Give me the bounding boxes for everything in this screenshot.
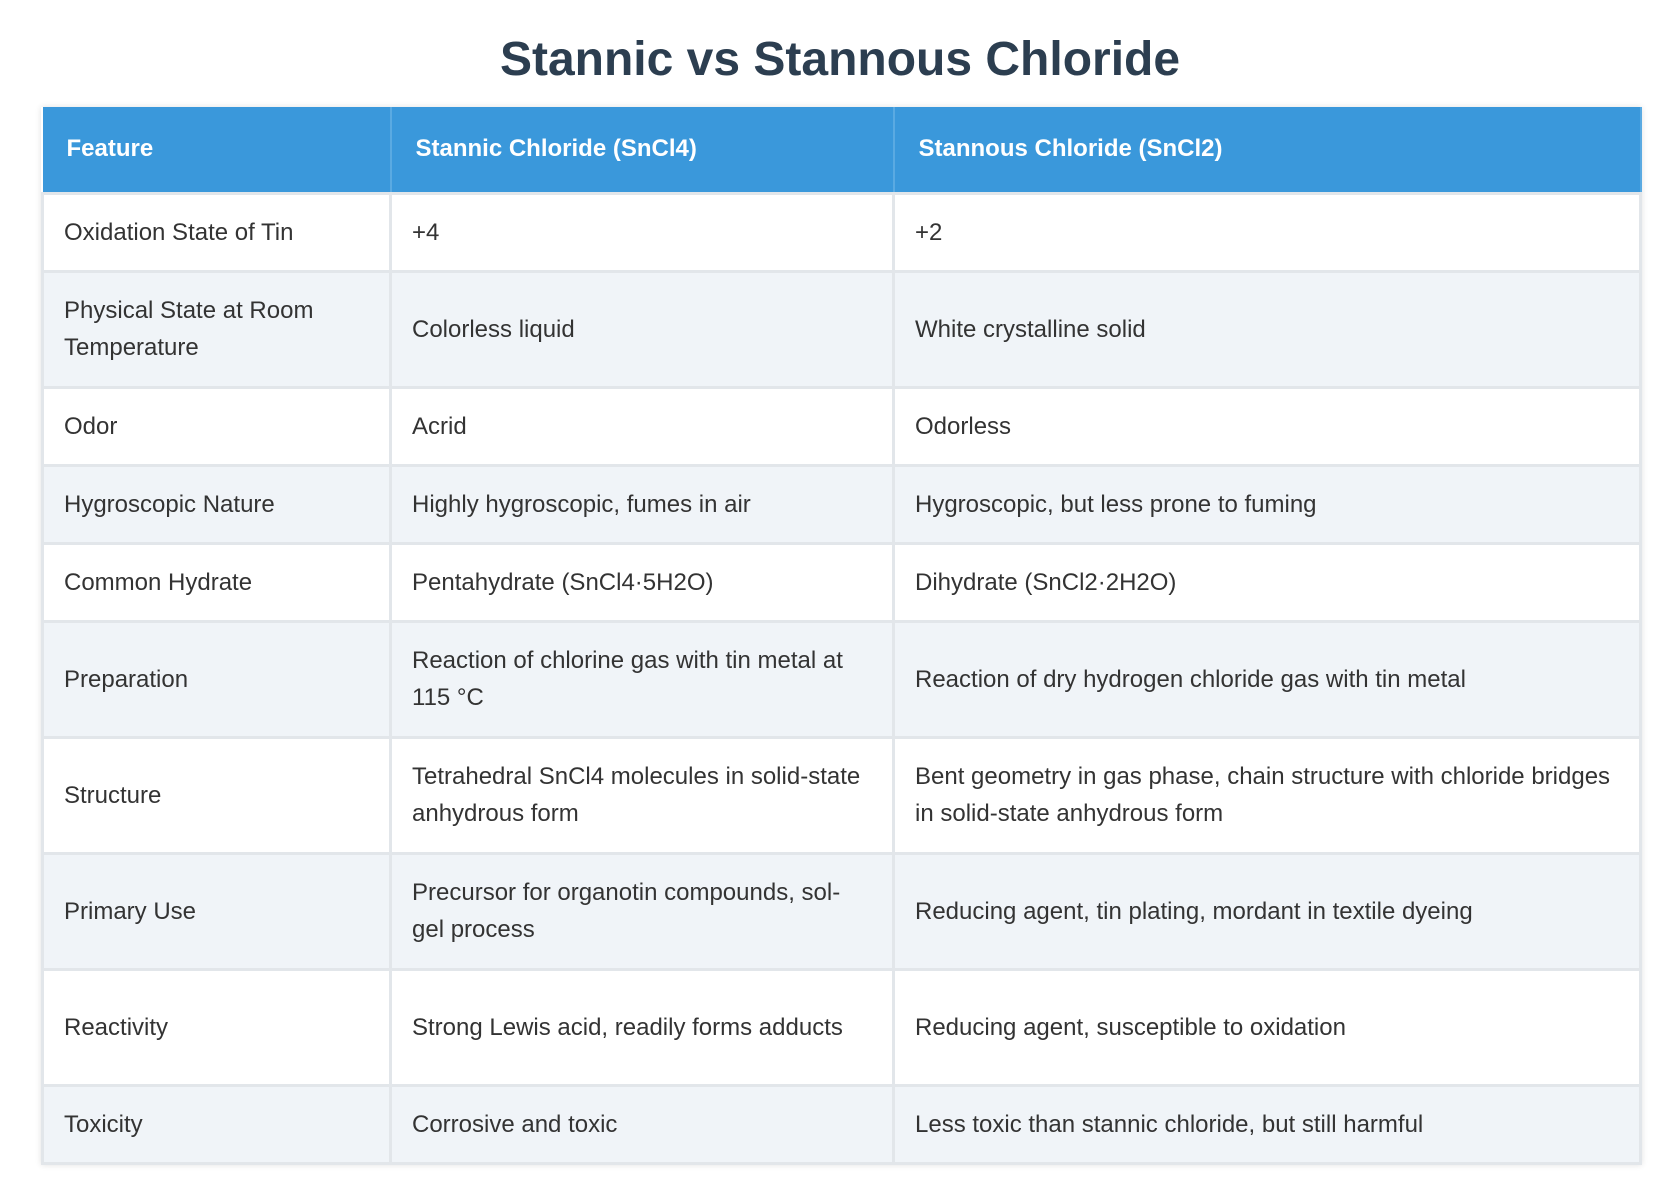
value-cell: Dihydrate (SnCl2·2H2O)	[892, 541, 1642, 623]
value-cell: White crystalline solid	[892, 269, 1642, 389]
value-cell: +2	[892, 191, 1642, 273]
column-header: Stannous Chloride (SnCl2)	[893, 107, 1642, 193]
table-row: Reactivity Strong Lewis acid, readily for…	[41, 967, 1642, 1087]
feature-cell: Hygroscopic Nature	[41, 463, 392, 545]
value-cell: Strong Lewis acid, readily forms adducts	[389, 967, 895, 1087]
table-head: Feature Stannic Chloride (SnCl4) Stannous …	[42, 107, 1642, 193]
value-cell: Pentahydrate (SnCl4·5H2O)	[389, 541, 895, 623]
column-header: Stannic Chloride (SnCl4)	[390, 107, 895, 193]
table-row: Hygroscopic Nature Highly hygroscopic, fu…	[41, 463, 1642, 545]
feature-cell: Toxicity	[41, 1083, 392, 1165]
value-cell: Precursor for organotin compounds, sol-g…	[389, 851, 895, 971]
feature-cell: Reactivity	[41, 967, 392, 1087]
value-cell: Corrosive and toxic	[389, 1083, 895, 1165]
value-cell: Reducing agent, tin plating, mordant in …	[892, 851, 1642, 971]
title: Stannic vs Stannous Chloride	[499, 33, 1181, 86]
table-row: Odor Acrid Odorless	[41, 385, 1642, 467]
value-cell: Acrid	[389, 385, 895, 467]
feature-cell: Oxidation State of Tin	[41, 191, 392, 273]
table-row: Common Hydrate Pentahydrate (SnCl4·5H2O) D…	[41, 541, 1642, 623]
comparison-table: Feature Stannic Chloride (SnCl4) Stannous …	[41, 107, 1642, 1165]
value-cell: +4	[389, 191, 895, 273]
table-row: Structure Tetrahedral SnCl4 molecules in …	[41, 735, 1642, 855]
value-cell: Reaction of dry hydrogen chloride gas wi…	[892, 619, 1642, 739]
feature-cell: Odor	[41, 385, 392, 467]
value-cell: Tetrahedral SnCl4 molecules in solid-sta…	[389, 735, 895, 855]
table-row: Primary Use Precursor for organotin compo…	[41, 851, 1642, 971]
feature-cell: Physical State at Room Temperature	[41, 269, 392, 389]
value-cell: Bent geometry in gas phase, chain struct…	[892, 735, 1642, 855]
table-row: Physical State at Room Temperature Colorl…	[41, 269, 1642, 389]
value-cell: Less toxic than stannic chloride, but st…	[892, 1083, 1642, 1165]
feature-cell: Structure	[41, 735, 392, 855]
table-row: Preparation Reaction of chlorine gas with…	[41, 619, 1642, 739]
table-row: Oxidation State of Tin +4 +2	[41, 191, 1642, 273]
header-row: Feature Stannic Chloride (SnCl4) Stannous …	[42, 107, 1642, 193]
table-body: Oxidation State of Tin +4 +2 Physical State…	[41, 191, 1642, 1165]
value-cell: Colorless liquid	[389, 269, 895, 389]
value-cell: Reaction of chlorine gas with tin metal …	[389, 619, 895, 739]
value-cell: Reducing agent, susceptible to oxidation	[892, 967, 1642, 1087]
table-row: Toxicity Corrosive and toxic Less toxic th…	[41, 1083, 1642, 1165]
feature-cell: Common Hydrate	[41, 541, 392, 623]
column-header: Feature	[42, 107, 392, 193]
value-cell: Odorless	[892, 385, 1642, 467]
feature-cell: Preparation	[41, 619, 392, 739]
feature-cell: Primary Use	[41, 851, 392, 971]
value-cell: Hygroscopic, but less prone to fuming	[892, 463, 1642, 545]
value-cell: Highly hygroscopic, fumes in air	[389, 463, 895, 545]
